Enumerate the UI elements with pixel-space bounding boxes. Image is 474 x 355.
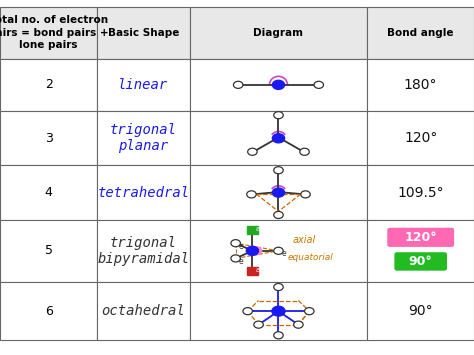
Bar: [367, 165, 474, 220]
Circle shape: [304, 307, 314, 315]
Text: 180°: 180°: [404, 78, 438, 92]
Circle shape: [274, 212, 283, 219]
Bar: [97, 220, 190, 282]
Text: axial: axial: [292, 235, 316, 245]
Circle shape: [301, 191, 310, 198]
Text: Bond angle: Bond angle: [387, 28, 454, 38]
Text: 3: 3: [45, 132, 53, 145]
Circle shape: [243, 307, 252, 315]
Text: 6: 6: [45, 305, 53, 318]
Circle shape: [250, 246, 262, 256]
Circle shape: [314, 81, 323, 88]
Circle shape: [231, 240, 240, 247]
Bar: [367, 7, 474, 59]
Circle shape: [272, 134, 284, 143]
Bar: [367, 282, 474, 340]
Bar: [190, 111, 367, 165]
Text: e: e: [239, 257, 244, 266]
Circle shape: [272, 188, 284, 197]
Text: Basic Shape: Basic Shape: [108, 28, 179, 38]
Bar: [190, 7, 367, 59]
Circle shape: [272, 80, 284, 89]
Circle shape: [274, 111, 283, 119]
Bar: [97, 7, 190, 59]
Text: 4: 4: [45, 186, 53, 199]
Bar: [367, 59, 474, 111]
Bar: [190, 282, 367, 340]
Text: a: a: [255, 267, 259, 273]
Bar: [190, 165, 367, 220]
Text: trigonal
planar: trigonal planar: [110, 123, 177, 153]
Text: e: e: [239, 241, 244, 251]
Bar: [367, 220, 474, 282]
Bar: [247, 226, 257, 234]
Circle shape: [294, 321, 303, 328]
Circle shape: [272, 306, 285, 316]
Bar: [247, 268, 257, 275]
Text: 2: 2: [45, 78, 53, 91]
Text: linear: linear: [118, 78, 169, 92]
Text: 90°: 90°: [409, 304, 433, 318]
Circle shape: [246, 246, 259, 256]
Text: 109.5°: 109.5°: [397, 186, 444, 200]
Circle shape: [300, 148, 309, 155]
Bar: [97, 165, 190, 220]
Bar: [97, 282, 190, 340]
Bar: [190, 59, 367, 111]
Circle shape: [274, 284, 283, 291]
Circle shape: [274, 332, 283, 339]
Text: 120°: 120°: [404, 231, 437, 244]
Text: Diagram: Diagram: [254, 28, 303, 38]
Text: trigonal
bipyramidal: trigonal bipyramidal: [97, 236, 190, 266]
Text: octahedral: octahedral: [101, 304, 185, 318]
Bar: [0, 282, 97, 340]
Text: 120°: 120°: [404, 131, 438, 145]
Text: Total no. of electron
pairs = bond pairs +
lone pairs: Total no. of electron pairs = bond pairs…: [0, 15, 109, 50]
Bar: [0, 165, 97, 220]
Bar: [0, 111, 97, 165]
Circle shape: [231, 255, 240, 262]
Bar: [0, 220, 97, 282]
Bar: [367, 111, 474, 165]
Text: a: a: [255, 226, 259, 232]
Circle shape: [246, 191, 256, 198]
Bar: [97, 59, 190, 111]
Text: e: e: [282, 249, 286, 258]
Circle shape: [274, 247, 283, 255]
Bar: [97, 111, 190, 165]
Text: 5: 5: [45, 244, 53, 257]
Circle shape: [254, 321, 264, 328]
Bar: [190, 220, 367, 282]
Text: equatorial: equatorial: [288, 253, 334, 262]
Text: tetrahedral: tetrahedral: [97, 186, 190, 200]
Bar: [0, 7, 97, 59]
Text: 90°: 90°: [409, 255, 433, 268]
Bar: [0, 59, 97, 111]
Circle shape: [233, 81, 243, 88]
Circle shape: [274, 167, 283, 174]
FancyBboxPatch shape: [388, 229, 453, 246]
FancyBboxPatch shape: [395, 253, 446, 270]
Circle shape: [247, 148, 257, 155]
